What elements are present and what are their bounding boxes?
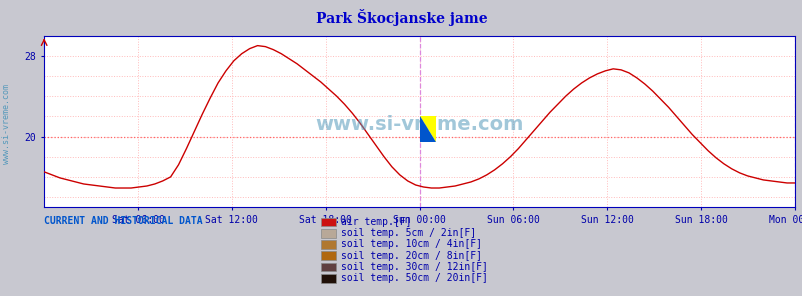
Text: soil temp. 30cm / 12in[F]: soil temp. 30cm / 12in[F] [341, 262, 488, 272]
Text: soil temp. 5cm / 2in[F]: soil temp. 5cm / 2in[F] [341, 228, 476, 238]
Text: soil temp. 50cm / 20in[F]: soil temp. 50cm / 20in[F] [341, 273, 488, 283]
Text: soil temp. 10cm / 4in[F]: soil temp. 10cm / 4in[F] [341, 239, 482, 250]
Polygon shape [419, 116, 435, 141]
Text: CURRENT AND HISTORICAL DATA: CURRENT AND HISTORICAL DATA [44, 216, 203, 226]
Text: soil temp. 20cm / 8in[F]: soil temp. 20cm / 8in[F] [341, 251, 482, 261]
Text: www.si-vreme.com: www.si-vreme.com [2, 84, 11, 164]
Text: www.si-vreme.com: www.si-vreme.com [315, 115, 523, 134]
Text: Park Škocjanske jame: Park Škocjanske jame [315, 9, 487, 26]
Text: air temp.[F]: air temp.[F] [341, 217, 411, 227]
Polygon shape [419, 116, 435, 141]
